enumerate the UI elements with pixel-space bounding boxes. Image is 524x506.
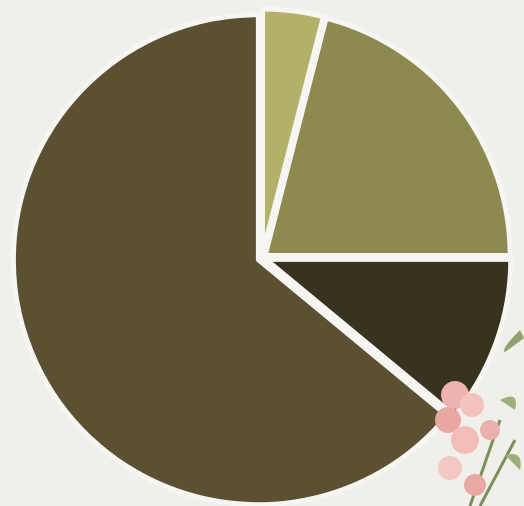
flower-decoration: [435, 330, 524, 506]
pie-slice: [10, 12, 451, 506]
pie-slice: [260, 6, 327, 255]
pie-slice: [261, 15, 513, 259]
pie: [10, 6, 514, 506]
